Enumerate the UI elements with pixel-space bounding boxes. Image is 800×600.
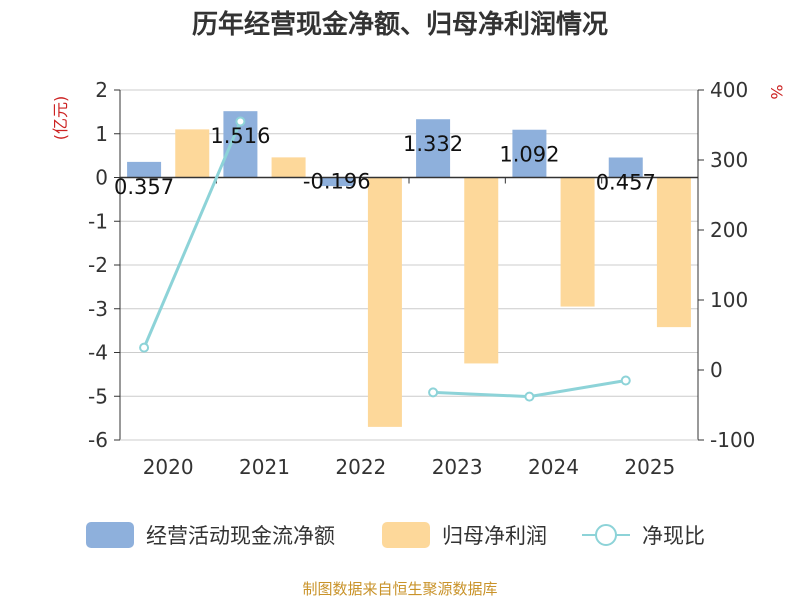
left-axis-unit: (亿元) [51,96,70,141]
bar-netprofit [367,177,402,427]
left-tick-label: 0 [95,166,108,190]
legend-marker [595,524,617,546]
chart-title: 历年经营现金净额、归母净利润情况 [191,10,608,40]
legend-label: 净现比 [642,524,705,548]
category-label: 2024 [528,455,579,479]
category-label: 2021 [239,455,290,479]
category-label: 2022 [335,455,386,479]
ratio-point [139,342,150,353]
right-axis-unit: % [767,84,786,99]
bar-cashflow [319,177,354,187]
data-label: 1.332 [403,132,463,156]
left-tick-label: 1 [95,122,108,146]
left-tick-label: 2 [95,78,108,102]
right-tick-label: 100 [710,288,748,312]
bar-cashflow [416,119,451,178]
ratio-point [428,387,439,398]
category-label: 2023 [432,455,483,479]
ratio-line [142,120,242,349]
data-label: 0.457 [596,171,656,195]
bar-cashflow [127,161,162,178]
bar-netprofit [656,177,691,328]
left-tick-label: -2 [88,253,108,277]
axis-units: (亿元)% [51,84,786,140]
right-tick-label: -100 [710,428,755,452]
bar-netprofit [175,129,210,178]
bar-series [127,111,691,427]
data-label: 1.516 [210,124,270,148]
left-tick-label: -3 [88,297,108,321]
data-labels: 0.357 1.516 -0.196 1.332 1.092 0.457 [114,124,656,199]
category-label: 2020 [143,455,194,479]
bar-cashflow [608,157,643,178]
data-label: 1.092 [499,143,559,167]
bar-netprofit [560,177,595,307]
right-tick-label: 200 [710,218,748,242]
category-label: 2025 [624,455,675,479]
source-note: 制图数据来自恒生聚源数据库 [302,580,498,598]
right-tick-label: 400 [710,78,748,102]
right-tick-label: 0 [710,358,723,382]
legend-swatch [86,522,134,548]
data-label: 0.357 [114,175,174,199]
legend[interactable]: 经营活动现金流净额 归母净利润 净现比 [86,522,705,548]
legend-swatch [382,522,430,548]
ratio-point [235,116,246,127]
right-tick-label: 300 [710,148,748,172]
legend-label: 经营活动现金流净额 [146,524,335,548]
ratio-point [620,375,631,386]
left-tick-label: -5 [88,384,108,408]
left-tick-label: -1 [88,209,108,233]
tick-labels: 2 1 0 -1 -2 -3 -4 -5 -6 400 300 200 100 0 -100 2020 2021… [88,78,755,479]
left-tick-label: -6 [88,428,108,452]
bar-cashflow [512,129,547,178]
bar-netprofit [464,177,499,364]
line-series [139,116,631,402]
left-tick-label: -4 [88,341,108,365]
data-label: -0.196 [303,170,371,194]
ratio-point [524,391,535,402]
legend-label: 归母净利润 [442,524,547,548]
bar-netprofit [271,157,306,178]
